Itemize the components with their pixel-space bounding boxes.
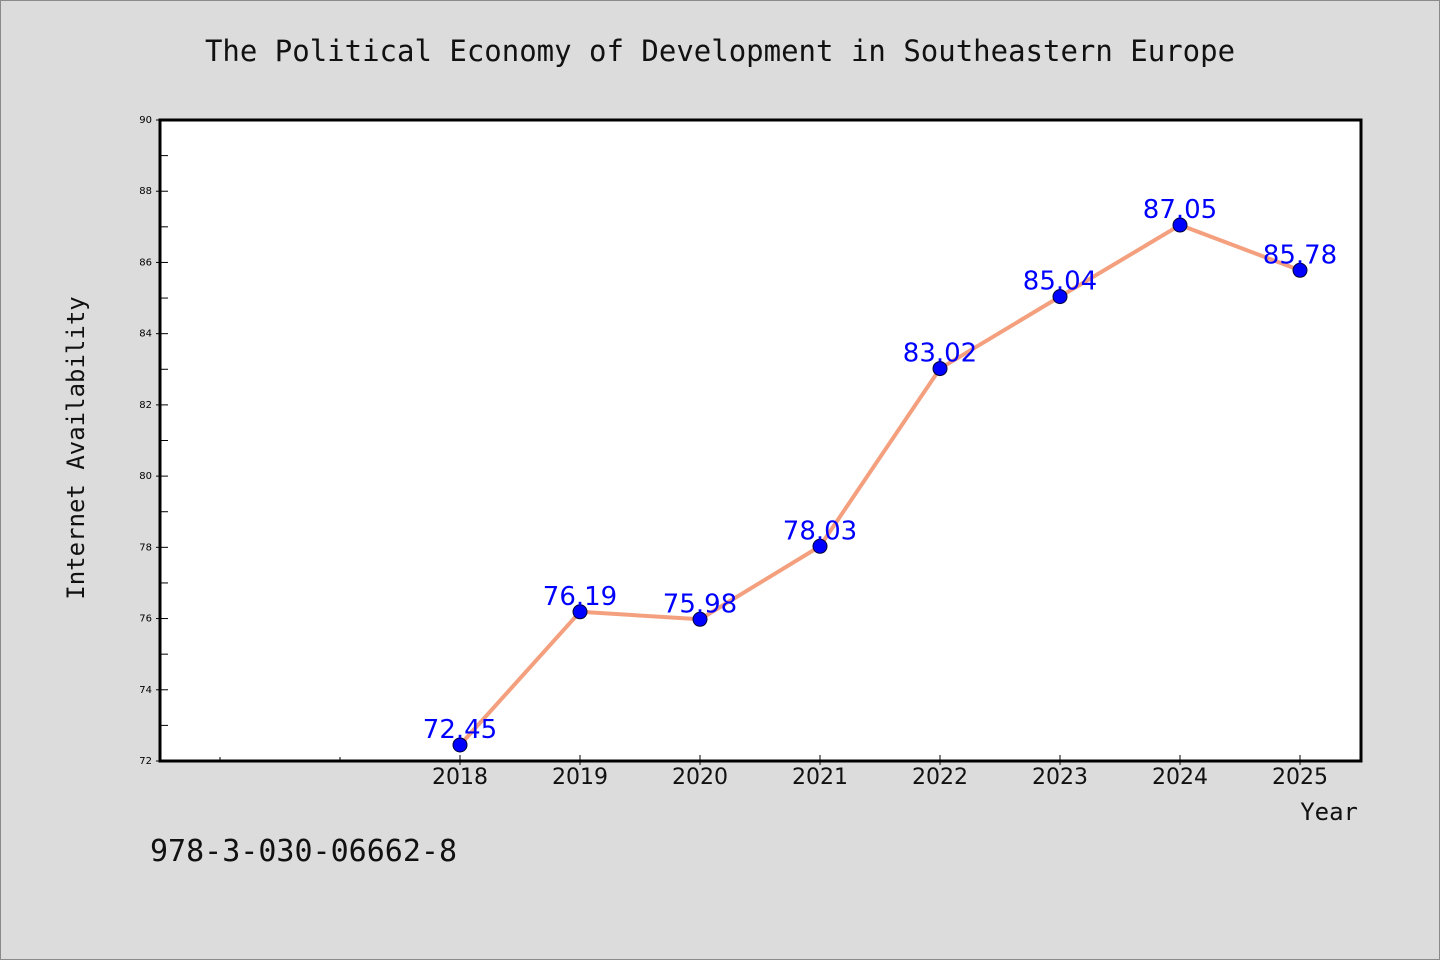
data-point: [452, 737, 468, 753]
data-point: [1292, 262, 1308, 278]
x-tick-label: 2023: [1032, 765, 1088, 790]
x-axis-label: Year: [1300, 798, 1358, 826]
y-tick-label: 78: [139, 542, 152, 553]
y-axis-label: Internet Availability: [62, 296, 90, 599]
y-tick-label: 74: [139, 685, 152, 696]
data-label: 75.98: [663, 589, 737, 619]
data-point: [1172, 217, 1188, 233]
data-point: [812, 538, 828, 554]
y-tick-label: 80: [139, 471, 152, 482]
plot-background: [160, 120, 1361, 761]
isbn-text: 978-3-030-06662-8: [150, 834, 458, 869]
plot-area: 72 74 76 78 80 82 84 86 88 90 2018 2019 2020 2021 2022…: [62, 115, 1363, 826]
data-label: 85.78: [1263, 240, 1337, 270]
y-tick-label: 76: [139, 614, 152, 625]
x-tick-label: 2022: [912, 765, 968, 790]
x-tick-label: 2025: [1272, 765, 1328, 790]
data-point: [692, 611, 708, 627]
data-label: 85.04: [1023, 267, 1097, 297]
data-label: 72.45: [423, 715, 497, 745]
y-tick-label: 86: [139, 257, 152, 268]
data-label: 83.02: [903, 339, 977, 369]
data-point: [932, 361, 948, 377]
y-tick-label: 72: [139, 756, 152, 767]
x-tick-label: 2024: [1152, 765, 1208, 790]
x-tick-label: 2019: [552, 765, 608, 790]
y-tick-label: 84: [139, 329, 152, 340]
series-line: [458, 223, 1302, 747]
plot-frame: [158, 118, 1363, 763]
data-label: 87.05: [1143, 195, 1217, 225]
y-tick-label: 82: [139, 400, 152, 411]
data-label: 78.03: [783, 516, 857, 546]
data-point: [572, 604, 588, 620]
y-tick-label: 90: [139, 115, 152, 126]
x-tick-label: 2018: [432, 765, 488, 790]
x-tick-label: 2021: [792, 765, 848, 790]
x-tick-label: 2020: [672, 765, 728, 790]
data-label: 76.19: [543, 582, 617, 612]
y-tick-label: 88: [139, 186, 152, 197]
chart-title: The Political Economy of Development in …: [204, 34, 1236, 68]
data-point: [1052, 289, 1068, 305]
